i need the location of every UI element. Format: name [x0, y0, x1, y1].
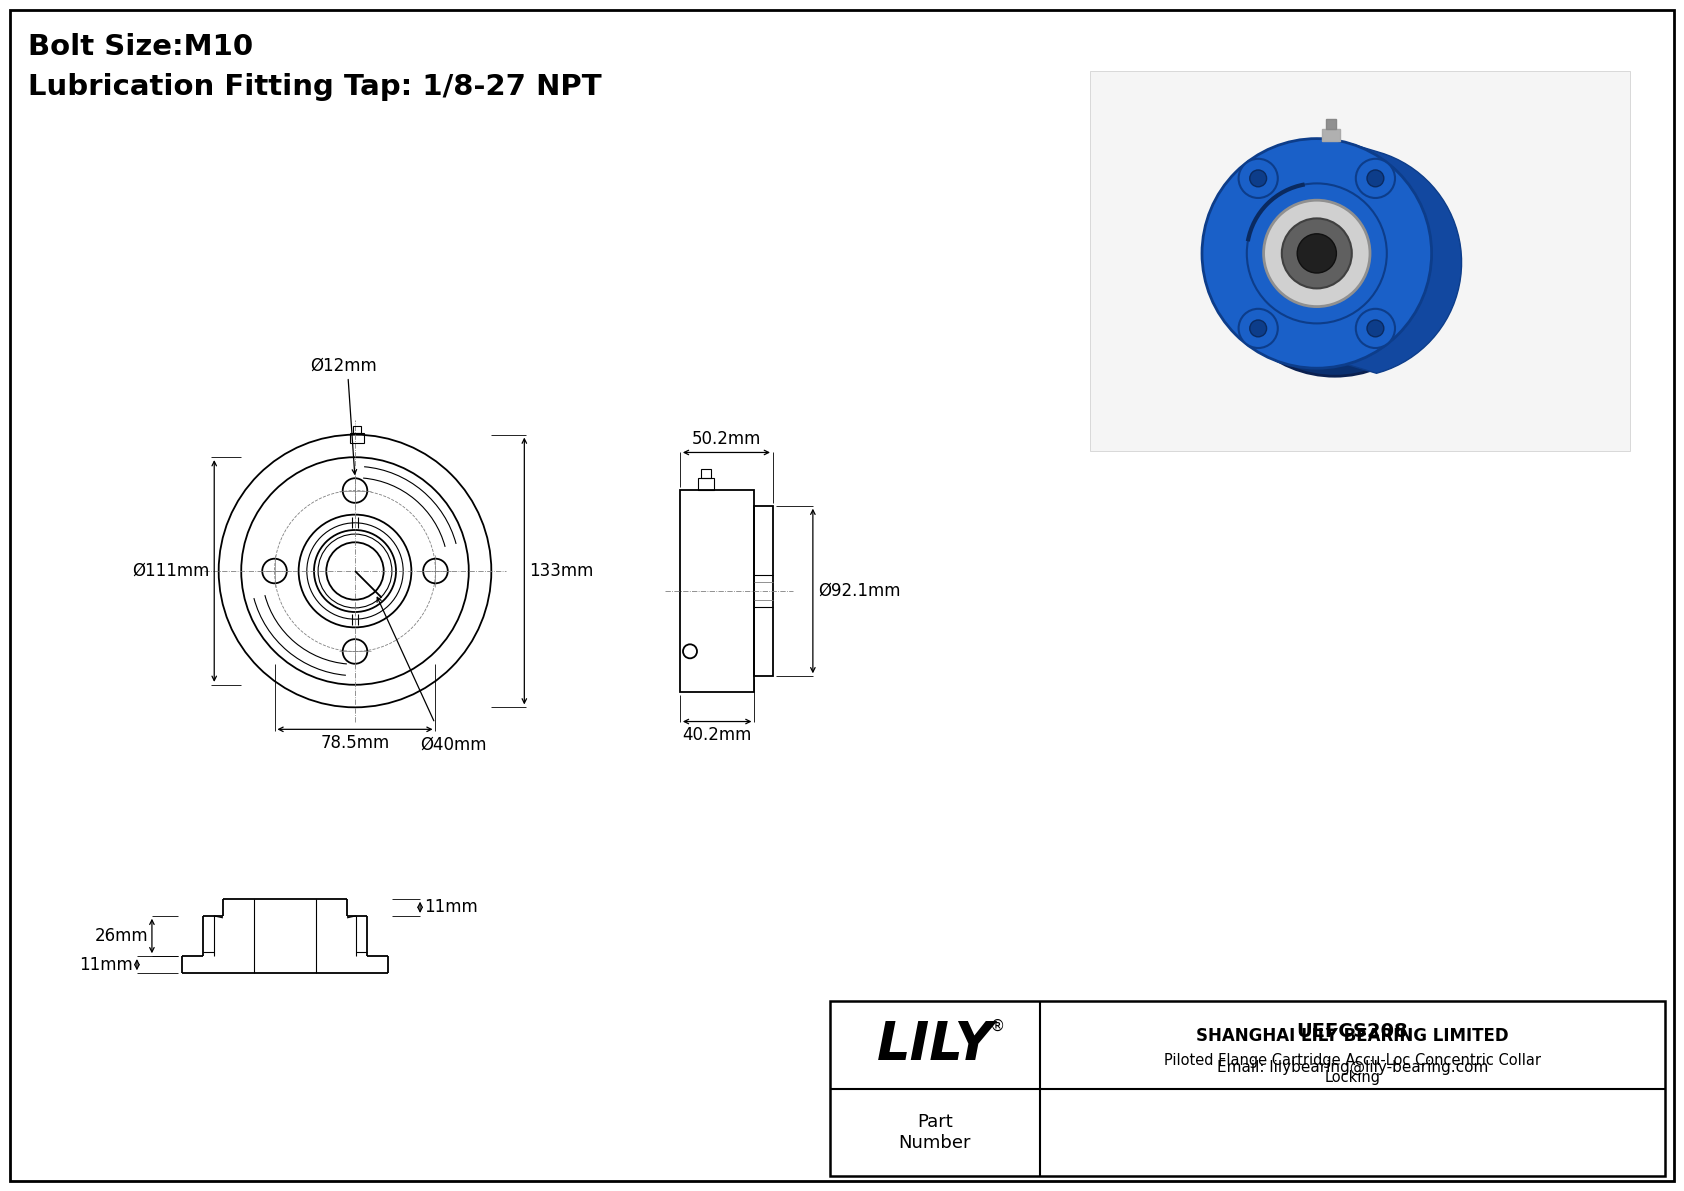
Text: 11mm: 11mm [424, 898, 478, 916]
Circle shape [1356, 308, 1394, 348]
Text: Email: lilybearing@lily-bearing.com: Email: lilybearing@lily-bearing.com [1218, 1060, 1489, 1075]
Text: 11mm: 11mm [79, 955, 133, 974]
Circle shape [1297, 233, 1337, 273]
Bar [754, 506, 773, 676]
Text: Ø111mm: Ø111mm [131, 562, 209, 580]
Bar [350, 432, 364, 443]
Bar [680, 491, 754, 692]
Bar [699, 479, 714, 491]
Bar [1322, 129, 1340, 141]
Text: Part
Number: Part Number [899, 1112, 972, 1152]
Bar [1325, 119, 1335, 129]
Text: Lubrication Fitting Tap: 1/8-27 NPT: Lubrication Fitting Tap: 1/8-27 NPT [29, 73, 601, 101]
Circle shape [1250, 170, 1266, 187]
Bar [354, 425, 360, 432]
Bar [1090, 71, 1630, 451]
Circle shape [1367, 320, 1384, 337]
Text: Ø12mm: Ø12mm [310, 356, 377, 375]
Circle shape [1356, 158, 1394, 198]
Circle shape [1202, 138, 1431, 368]
Circle shape [1239, 308, 1278, 348]
Bar [830, 1000, 1665, 1176]
Text: 133mm: 133mm [529, 562, 594, 580]
Circle shape [1250, 320, 1266, 337]
Text: 78.5mm: 78.5mm [320, 735, 389, 753]
Text: Piloted Flange Cartridge Accu-Loc Concentric Collar
Locking: Piloted Flange Cartridge Accu-Loc Concen… [1164, 1053, 1541, 1085]
Circle shape [1282, 218, 1352, 288]
Text: Ø92.1mm: Ø92.1mm [818, 582, 901, 600]
Text: 50.2mm: 50.2mm [692, 430, 761, 449]
Text: LILY: LILY [877, 1018, 994, 1071]
Circle shape [1239, 158, 1278, 198]
Polygon shape [1347, 143, 1462, 373]
Circle shape [1367, 170, 1384, 187]
Bar [701, 469, 711, 479]
Text: SHANGHAI LILY BEARING LIMITED: SHANGHAI LILY BEARING LIMITED [1196, 1027, 1509, 1045]
Text: 26mm: 26mm [94, 927, 148, 944]
Text: Bolt Size:M10: Bolt Size:M10 [29, 33, 253, 61]
Text: ®: ® [990, 1019, 1005, 1034]
Text: UEFCS208: UEFCS208 [1297, 1022, 1408, 1041]
Text: Ø40mm: Ø40mm [419, 735, 487, 754]
Circle shape [1219, 146, 1450, 376]
Text: 40.2mm: 40.2mm [682, 725, 751, 743]
Circle shape [1263, 200, 1371, 306]
